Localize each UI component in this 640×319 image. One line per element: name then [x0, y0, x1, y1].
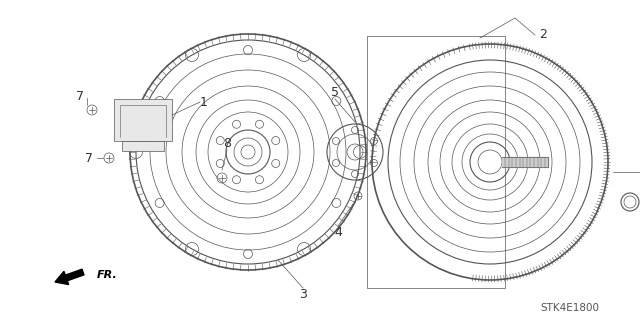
Bar	[114, 99, 172, 141]
Text: FR.: FR.	[97, 270, 118, 280]
Bar	[122, 141, 164, 151]
Text: 7: 7	[76, 90, 84, 102]
Text: 1: 1	[200, 95, 208, 108]
Text: 4: 4	[334, 226, 342, 239]
Text: STK4E1800: STK4E1800	[541, 303, 600, 313]
Bar	[367, 36, 505, 288]
FancyArrow shape	[55, 269, 84, 285]
Text: 8: 8	[223, 137, 231, 150]
Text: 5: 5	[331, 86, 339, 99]
Text: 7: 7	[85, 152, 93, 165]
Text: 2: 2	[539, 28, 547, 41]
Text: 3: 3	[299, 288, 307, 301]
